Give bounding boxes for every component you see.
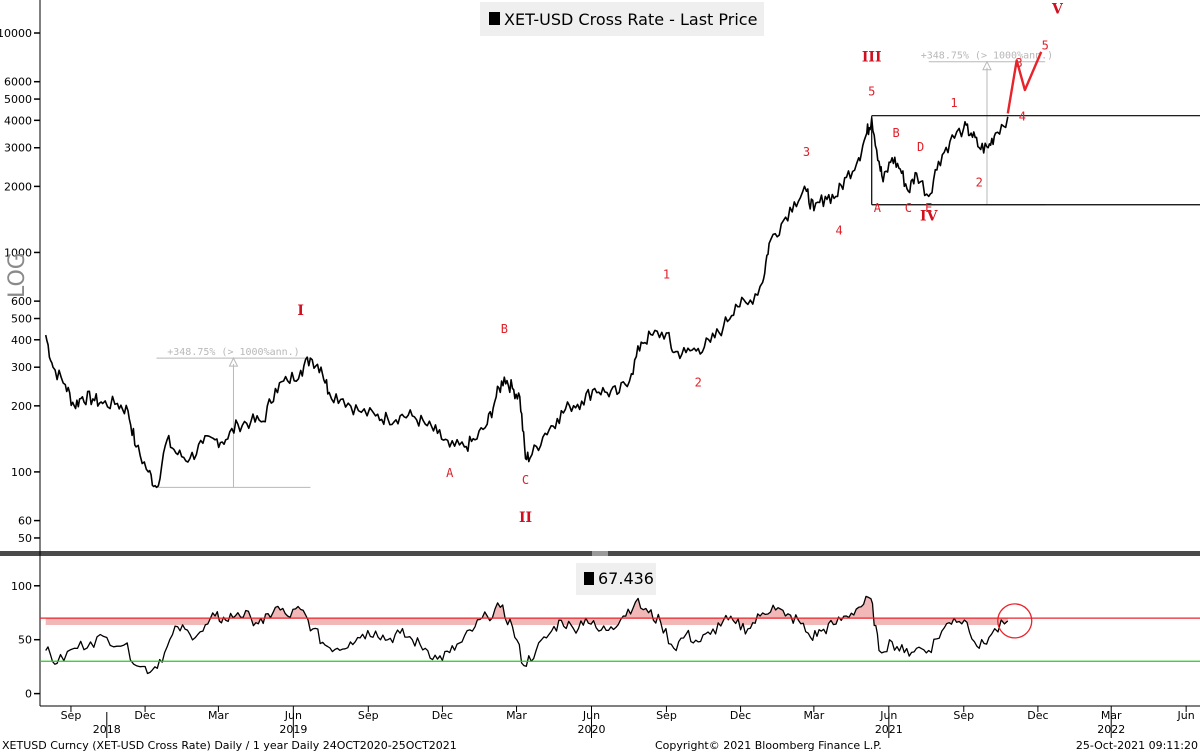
- x-tick-label-month: Mar: [506, 709, 527, 722]
- price-y-tick-label: 1000: [4, 246, 32, 259]
- rsi-reference-lines: [40, 617, 1200, 662]
- wave-label-minor: A: [446, 466, 454, 480]
- y-axis-label: LOG: [5, 252, 30, 298]
- price-y-tick-label: 2000: [4, 180, 32, 193]
- wave-label-major: IV: [920, 208, 939, 224]
- wave-label-minor: 2: [976, 175, 983, 189]
- wave-label-minor: 3: [1016, 56, 1023, 70]
- price-y-tick-label: 6000: [4, 76, 32, 89]
- x-tick-label-month: Mar: [803, 709, 824, 722]
- rsi-y-tick-label: 50: [18, 634, 32, 647]
- wave-label-minor: B: [893, 126, 900, 140]
- price-y-tick-label: 300: [11, 361, 32, 374]
- price-y-tick-label: 10000: [0, 27, 32, 40]
- rsi-y-axis: 0 50 100: [11, 580, 40, 701]
- x-axis: Sep Dec Mar Jun Sep Dec Mar Jun Sep Dec Mar Jun Sep D…: [61, 706, 1195, 738]
- wave-label-minor: A: [874, 201, 882, 215]
- wave-label-minor: 1: [950, 96, 957, 110]
- rsi-highlight-circle: [997, 603, 1033, 639]
- price-y-axis: 50 60 100 200 300 400 500 600 1000 2000 3000 4000 50…: [0, 27, 40, 545]
- x-tick-label-year: 2021: [875, 723, 903, 736]
- wave-label-minor: 4: [836, 223, 843, 237]
- price-series-line: [44, 116, 1009, 489]
- x-tick-label-month: Sep: [358, 709, 379, 722]
- x-tick-label-month: Mar: [208, 709, 229, 722]
- price-y-tick-label: 50: [18, 532, 32, 545]
- x-tick-label-year: 2019: [279, 723, 307, 736]
- wave-label-minor: C: [905, 201, 912, 215]
- price-y-tick-label: 600: [11, 295, 32, 308]
- measure-2018-arrow: [228, 356, 239, 367]
- price-y-tick-label: 4000: [4, 114, 32, 127]
- x-tick-label-month: Dec: [1027, 709, 1048, 722]
- wave-label-minor: 4: [1019, 109, 1026, 123]
- price-y-tick-label: 100: [11, 466, 32, 479]
- wave-label-major: III: [862, 50, 882, 66]
- panel-splitter-grip[interactable]: [592, 551, 608, 556]
- price-y-tick-label: 60: [18, 515, 32, 528]
- x-tick-label-year: 2022: [1097, 723, 1125, 736]
- x-tick-label-month: Sep: [656, 709, 677, 722]
- wave-label-minor: E: [925, 201, 932, 215]
- wave-projection-line: [1006, 51, 1043, 114]
- x-tick-label-month: Dec: [134, 709, 155, 722]
- wave-label-minor: C: [522, 473, 529, 487]
- price-y-tick-label: 200: [11, 400, 32, 413]
- footer-security: XETUSD Curncy (XET-USD Cross Rate) Daily…: [2, 739, 457, 752]
- price-y-tick-label: 500: [11, 313, 32, 326]
- x-tick-label-year: 2018: [93, 723, 121, 736]
- wave-label-minor: 3: [803, 145, 810, 159]
- wave-label-minor: 5: [868, 84, 875, 98]
- measure-2021-arrow: [982, 60, 992, 71]
- measure-2018-label: +348.75% (> 1000%ann.): [167, 347, 299, 358]
- x-tick-label-month: Sep: [61, 709, 82, 722]
- measure-2021-label: +348.75% (> 1000%ann.): [921, 51, 1053, 62]
- rsi-y-tick-label: 0: [25, 688, 32, 701]
- price-title-box: XET-USD Cross Rate - Last Price: [480, 2, 764, 36]
- x-tick-label-month: Jun: [1177, 709, 1195, 722]
- x-tick-label-month: Sep: [953, 709, 974, 722]
- rsi-y-tick-label: 100: [11, 580, 32, 593]
- price-title: XET-USD Cross Rate - Last Price: [504, 10, 757, 29]
- x-tick-label-month: Dec: [730, 709, 751, 722]
- price-y-tick-label: 5000: [4, 93, 32, 106]
- price-y-tick-label: 3000: [4, 142, 32, 155]
- wave-label-minor: B: [501, 322, 508, 336]
- rsi-legend-swatch: [584, 572, 594, 585]
- x-tick-label-year: 2020: [577, 723, 605, 736]
- footer-copyright: Copyright© 2021 Bloomberg Finance L.P.: [655, 739, 882, 752]
- rsi-last-value: 67.436: [598, 569, 654, 588]
- price-y-tick-label: 400: [11, 334, 32, 347]
- wave-label-minor: D: [917, 140, 924, 154]
- range-box: [871, 115, 1200, 206]
- wave-label-minor: 1: [663, 268, 670, 282]
- footer-timestamp: 25-Oct-2021 09:11:20: [1076, 739, 1198, 752]
- price-title-background: [480, 2, 764, 36]
- wave-label-major: II: [519, 510, 532, 526]
- price-legend-swatch: [489, 12, 500, 25]
- wave-label-minor: 5: [1042, 39, 1049, 53]
- rsi-series-line: [45, 595, 1009, 675]
- x-tick-label-month: Dec: [432, 709, 453, 722]
- rsi-title-box: 67.436: [576, 563, 656, 595]
- wave-label-major: I: [297, 303, 304, 319]
- wave-label-major: V: [1051, 1, 1064, 17]
- wave-label-minor: 2: [695, 375, 702, 389]
